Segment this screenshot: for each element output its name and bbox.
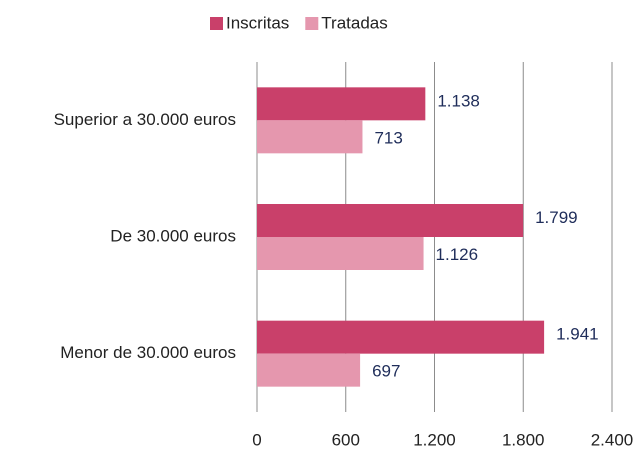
- bar: [257, 320, 545, 354]
- value-label: 713: [374, 128, 402, 147]
- value-label: 1.138: [437, 91, 480, 110]
- x-tick-label: 2.400: [591, 430, 634, 449]
- x-tick-label: 0: [252, 430, 261, 449]
- value-label: 1.126: [436, 245, 479, 264]
- bar: [257, 120, 363, 154]
- value-label: 1.941: [556, 325, 599, 344]
- bar: [257, 237, 424, 270]
- y-tick-label: Menor de 30.000 euros: [60, 343, 236, 362]
- x-tick-label: 1.200: [413, 430, 456, 449]
- legend-label: Inscritas: [226, 13, 289, 32]
- x-tick-label: 600: [332, 430, 360, 449]
- value-label: 1.799: [535, 208, 578, 227]
- y-tick-label: Superior a 30.000 euros: [54, 110, 236, 129]
- x-tick-label: 1.800: [502, 430, 545, 449]
- bar: [257, 353, 361, 387]
- legend-label: Tratadas: [321, 13, 387, 32]
- y-tick-label: De 30.000 euros: [110, 226, 236, 245]
- bar: [257, 204, 524, 237]
- value-label: 697: [372, 362, 400, 381]
- legend-swatch: [210, 17, 223, 30]
- legend-swatch: [305, 17, 319, 30]
- bar: [257, 87, 426, 121]
